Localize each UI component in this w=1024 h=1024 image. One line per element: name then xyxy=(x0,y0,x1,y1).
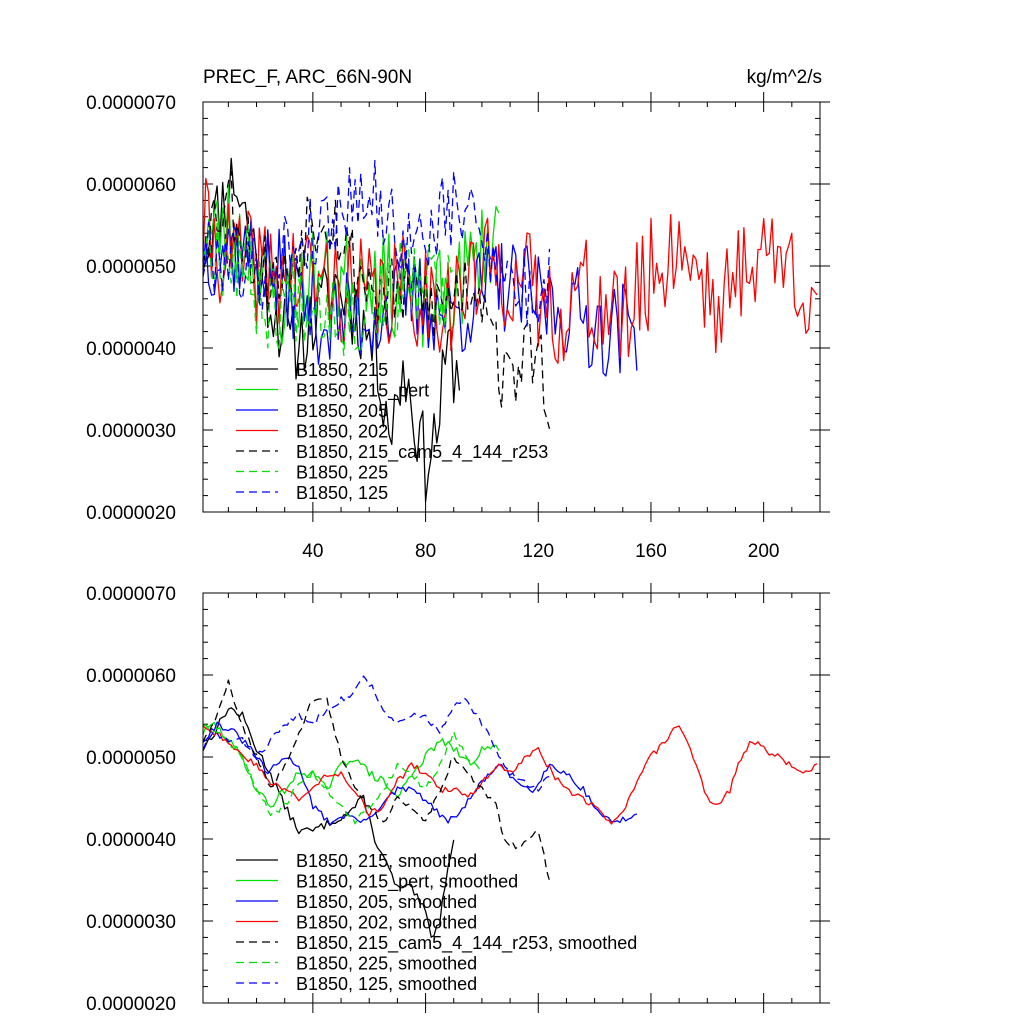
top-panel: PREC_F, ARC_66N-90N kg/m^2/s 0.00000200.… xyxy=(86,67,830,562)
top-legend-label-0: B1850, 215 xyxy=(296,360,388,380)
bottom-y-tick-label-4: 0.0000060 xyxy=(86,666,176,687)
top-x-tick-label-4: 200 xyxy=(748,541,780,562)
bottom-series-line-4 xyxy=(202,679,551,881)
top-y-tick-labels: 0.0000020 0.0000030 0.0000040 0.0000050 0.00… xyxy=(86,93,176,524)
bottom-y-tick-label-5: 0.0000070 xyxy=(86,584,176,605)
bottom-series-line-5 xyxy=(202,724,483,825)
bottom-y-tick-labels: 0.0000020 0.0000030 0.0000040 0.0000050 0.00… xyxy=(86,584,176,1015)
top-series-line-5 xyxy=(202,218,455,357)
top-y-tick-label-1: 0.0000030 xyxy=(86,421,176,442)
top-series-line-0 xyxy=(202,157,461,503)
top-y-tick-label-2: 0.0000040 xyxy=(86,339,176,360)
bottom-series-line-6 xyxy=(202,675,550,792)
top-title-right: kg/m^2/s xyxy=(747,67,822,88)
bottom-legend-label-3: B1850, 202, smoothed xyxy=(296,913,477,933)
top-y-tick-label-4: 0.0000060 xyxy=(86,175,176,196)
top-y-tick-label-3: 0.0000050 xyxy=(86,257,176,278)
top-y-tick-label-0: 0.0000020 xyxy=(86,503,176,524)
top-x-tick-label-2: 120 xyxy=(522,541,554,562)
top-legend-label-6: B1850, 125 xyxy=(296,483,388,503)
bottom-legend-label-2: B1850, 205, smoothed xyxy=(296,892,477,912)
bottom-series-line-2 xyxy=(202,721,638,826)
bottom-y-tick-label-1: 0.0000030 xyxy=(86,912,176,933)
top-legend-label-3: B1850, 202 xyxy=(296,422,388,442)
bottom-legend-label-0: B1850, 215, smoothed xyxy=(296,851,477,871)
bottom-panel: 0.0000020 0.0000030 0.0000040 0.0000050 0.00… xyxy=(86,583,830,1015)
top-series-group xyxy=(202,157,818,503)
top-plot-frame xyxy=(202,101,821,513)
top-x-tick-label-0: 40 xyxy=(302,541,323,562)
bottom-legend-label-4: B1850, 215_cam5_4_144_r253, smoothed xyxy=(296,933,637,954)
bottom-series-line-3 xyxy=(202,725,818,825)
bottom-legend-label-1: B1850, 215_pert, smoothed xyxy=(296,872,518,893)
bottom-legend-label-6: B1850, 125, smoothed xyxy=(296,974,477,994)
top-x-tick-label-1: 80 xyxy=(415,541,436,562)
top-legend-label-2: B1850, 205 xyxy=(296,401,388,421)
top-series-line-6 xyxy=(202,159,551,327)
bottom-y-tick-label-3: 0.0000050 xyxy=(86,748,176,769)
top-legend-label-1: B1850, 215_pert xyxy=(296,381,429,402)
bottom-legend-label-5: B1850, 225, smoothed xyxy=(296,954,477,974)
top-ticks xyxy=(203,92,830,522)
bottom-plot-frame xyxy=(202,592,821,1004)
bottom-y-tick-label-0: 0.0000020 xyxy=(86,994,176,1015)
bottom-series-group xyxy=(202,675,818,938)
bottom-ticks xyxy=(203,583,830,1013)
top-title-left: PREC_F, ARC_66N-90N xyxy=(203,67,412,88)
top-y-tick-label-5: 0.0000070 xyxy=(86,93,176,114)
top-legend-label-5: B1850, 225 xyxy=(296,463,388,483)
top-x-tick-label-3: 160 xyxy=(635,541,667,562)
bottom-y-tick-label-2: 0.0000040 xyxy=(86,830,176,851)
top-x-tick-labels: 40 80 120 160 200 xyxy=(302,541,779,562)
top-legend-label-4: B1850, 215_cam5_4_144_r253 xyxy=(296,442,548,463)
